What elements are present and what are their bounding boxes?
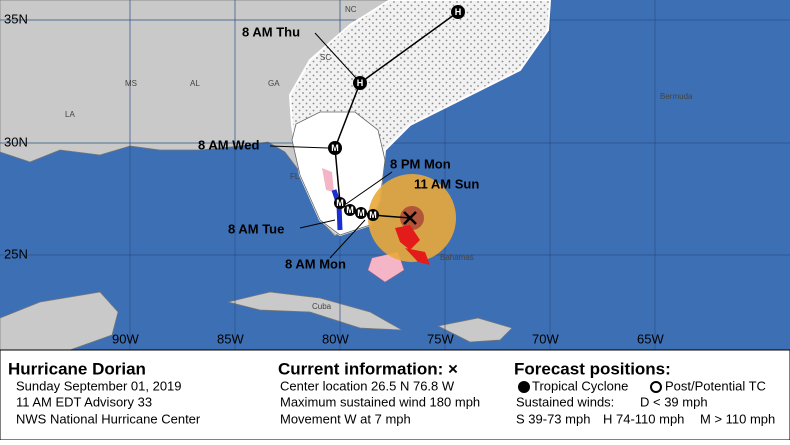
marker-label: H <box>455 7 462 17</box>
tropical-symbol <box>518 381 530 393</box>
current-title: Current information: × <box>278 359 458 378</box>
wind-s: S 39-73 mph <box>516 411 590 426</box>
cone-day1-3 <box>291 111 386 236</box>
lat-label: 35N <box>4 11 28 26</box>
place-label: FL <box>290 172 300 181</box>
lon-label: 90W <box>112 331 139 346</box>
post-symbol <box>650 381 662 393</box>
forecast-label: 8 PM Mon <box>390 156 451 171</box>
storm-name: Hurricane Dorian <box>8 359 146 378</box>
current-location: Center location 26.5 N 76.8 W <box>280 378 455 393</box>
forecast-label: 11 AM Sun <box>414 176 479 191</box>
marker-label: M <box>331 143 339 153</box>
lat-label: 30N <box>4 134 28 149</box>
wind-m: M > 110 mph <box>700 411 775 426</box>
storm-date: Sunday September 01, 2019 <box>16 378 182 393</box>
current-wind: Maximum sustained wind 180 mph <box>280 394 480 409</box>
leader-lines <box>269 32 393 259</box>
lat-label: 25N <box>4 246 28 261</box>
current-movement: Movement W at 7 mph <box>280 411 411 426</box>
cuba-land <box>227 291 403 331</box>
forecast-label: 8 AM Wed <box>198 137 259 152</box>
marker-label: M <box>357 208 365 218</box>
place-label: MS <box>125 79 137 88</box>
marker-label: M <box>369 210 377 220</box>
lon-label: 85W <box>217 331 244 346</box>
wind-field-hurricane <box>400 206 424 230</box>
current-position <box>403 211 417 225</box>
lon-label: 70W <box>532 331 559 346</box>
place-label: SC <box>320 53 331 62</box>
forecast-label: 8 AM Thu <box>242 24 300 39</box>
post-label: Post/Potential TC <box>665 378 766 393</box>
storm-advisory: 11 AM EDT Advisory 33 <box>16 394 152 409</box>
place-label: NC <box>345 5 357 14</box>
forecast-label: 8 AM Mon <box>285 256 346 271</box>
watch-area <box>322 168 334 192</box>
forecast-label: 8 AM Tue <box>228 221 284 236</box>
wind-h: H 74-110 mph <box>603 411 684 426</box>
place-label: Bahamas <box>440 253 474 262</box>
lon-label: 80W <box>322 331 349 346</box>
markers: H H M M M M M <box>328 5 465 221</box>
place-label: LA <box>65 110 75 119</box>
lon-label: 65W <box>637 331 664 346</box>
place-label: Bermuda <box>660 92 693 101</box>
winds-title: Sustained winds: <box>516 394 614 409</box>
place-label: Cuba <box>312 302 332 311</box>
tropical-label: Tropical Cyclone <box>532 378 628 393</box>
storm-source: NWS National Hurricane Center <box>16 411 201 426</box>
marker-label: H <box>357 78 364 88</box>
lon-label: 75W <box>427 331 454 346</box>
forecast-title: Forecast positions: <box>514 359 671 378</box>
marker-label: M <box>336 198 344 208</box>
marker-label: M <box>346 205 354 215</box>
warning-bahamas <box>395 225 430 265</box>
wind-d: D < 39 mph <box>640 394 708 409</box>
hispaniola-land <box>436 317 513 343</box>
legend-panel <box>0 349 790 441</box>
place-label: AL <box>190 79 200 88</box>
place-label: GA <box>268 79 280 88</box>
